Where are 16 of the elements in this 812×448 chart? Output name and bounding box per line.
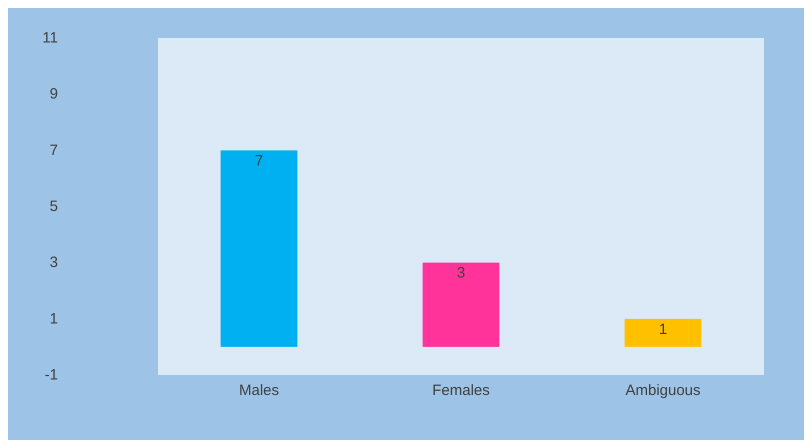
y-tick-label: 1 bbox=[50, 310, 58, 328]
data-label: 1 bbox=[658, 320, 668, 338]
y-tick-label: 11 bbox=[42, 30, 58, 46]
y-tick-label: -1 bbox=[44, 366, 58, 384]
data-label: 3 bbox=[456, 264, 466, 282]
bar bbox=[422, 262, 500, 347]
y-tick-label: 5 bbox=[50, 198, 58, 215]
bar bbox=[220, 150, 298, 347]
y-tick-label: 3 bbox=[50, 254, 58, 272]
x-tick-label: Females bbox=[432, 382, 490, 399]
x-tick-label: Males bbox=[238, 382, 280, 399]
y-tick-label: 9 bbox=[50, 86, 58, 103]
y-tick-label: 7 bbox=[50, 142, 58, 159]
bar bbox=[624, 318, 702, 347]
data-label: 7 bbox=[254, 152, 264, 170]
x-tick-label: Ambiguous bbox=[625, 382, 701, 399]
